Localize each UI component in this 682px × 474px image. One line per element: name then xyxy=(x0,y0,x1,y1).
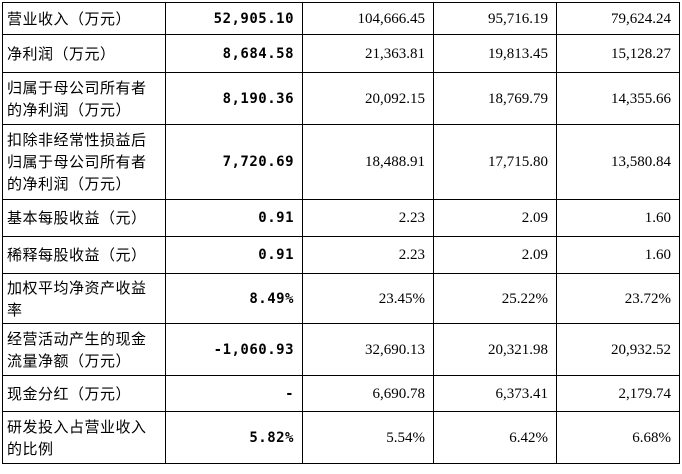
row-label: 净利润（万元） xyxy=(2,34,166,73)
row-label: 扣除非经常性损益后 归属于母公司所有者 的净利润（万元） xyxy=(2,124,166,200)
table-row: 加权平均净资产收益率 8.49% 23.45% 25.22% 23.72% xyxy=(2,273,680,324)
value-period-3: 25.22% xyxy=(433,273,557,324)
value-period-1: 5.82% xyxy=(165,411,303,464)
label-line: 扣除非经常性损益后 xyxy=(7,131,147,149)
label-line: 基本每股收益（元） xyxy=(7,209,147,227)
table-row: 经营活动产生的现金 流量净额（万元） -1,060.93 32,690.13 20… xyxy=(2,323,680,376)
value-period-1: - xyxy=(165,375,303,412)
value-period-1: 52,905.10 xyxy=(165,2,303,35)
value-period-4: 6.68% xyxy=(556,411,680,464)
value-period-3: 20,321.98 xyxy=(433,323,557,376)
label-line: 经营活动产生的现金 xyxy=(7,329,147,348)
row-label: 归属于母公司所有者 的净利润（万元） xyxy=(2,72,166,125)
value-period-4: 1.60 xyxy=(556,199,680,237)
row-label: 稀释每股收益（元） xyxy=(2,236,166,274)
value-period-1: 0.91 xyxy=(165,236,303,274)
value-period-2: 2.23 xyxy=(302,236,434,274)
row-label: 基本每股收益（元） xyxy=(2,199,166,237)
value-period-2: 104,666.45 xyxy=(302,2,434,35)
label-line: 现金分红（万元） xyxy=(7,384,132,403)
value-period-3: 2.09 xyxy=(433,236,557,274)
label-line: 归属于母公司所有者 xyxy=(7,153,147,171)
value-period-2: 5.54% xyxy=(302,411,434,464)
value-period-3: 19,813.45 xyxy=(433,34,557,73)
value-period-3: 6,373.41 xyxy=(433,375,557,412)
label-line: 净利润（万元） xyxy=(7,44,116,63)
label-line: 研发投入占营业收入 xyxy=(7,417,147,436)
row-label: 经营活动产生的现金 流量净额（万元） xyxy=(2,323,166,376)
label-line: 稀释每股收益（元） xyxy=(7,246,147,264)
value-period-4: 13,580.84 xyxy=(556,124,680,200)
table-row: 研发投入占营业收入 的比例 5.82% 5.54% 6.42% 6.68% xyxy=(2,411,680,464)
table-row: 归属于母公司所有者 的净利润（万元） 8,190.36 20,092.15 18,… xyxy=(2,72,680,125)
label-line: 的净利润（万元） xyxy=(7,175,132,193)
value-period-1: 7,720.69 xyxy=(165,124,303,200)
value-period-3: 6.42% xyxy=(433,411,557,464)
row-label: 加权平均净资产收益率 xyxy=(2,273,166,324)
value-period-1: 0.91 xyxy=(165,199,303,237)
table-row: 净利润（万元） 8,684.58 21,363.81 19,813.45 15,… xyxy=(2,34,680,73)
label-line: 归属于母公司所有者 xyxy=(7,78,147,97)
label-line: 营业收入（万元） xyxy=(7,9,132,28)
value-period-3: 95,716.19 xyxy=(433,2,557,35)
value-period-1: -1,060.93 xyxy=(165,323,303,376)
value-period-4: 1.60 xyxy=(556,236,680,274)
value-period-3: 17,715.80 xyxy=(433,124,557,200)
value-period-4: 79,624.24 xyxy=(556,2,680,35)
table-row: 基本每股收益（元） 0.91 2.23 2.09 1.60 xyxy=(2,199,680,237)
value-period-4: 15,128.27 xyxy=(556,34,680,73)
value-period-2: 23.45% xyxy=(302,273,434,324)
value-period-2: 6,690.78 xyxy=(302,375,434,412)
table-row: 扣除非经常性损益后 归属于母公司所有者 的净利润（万元） 7,720.69 18,4… xyxy=(2,124,680,200)
value-period-4: 23.72% xyxy=(556,273,680,324)
row-label: 研发投入占营业收入 的比例 xyxy=(2,411,166,464)
value-period-2: 32,690.13 xyxy=(302,323,434,376)
value-period-3: 2.09 xyxy=(433,199,557,237)
value-period-2: 2.23 xyxy=(302,199,434,237)
table-row: 现金分红（万元） - 6,690.78 6,373.41 2,179.74 xyxy=(2,375,680,412)
value-period-2: 18,488.91 xyxy=(302,124,434,200)
value-period-3: 18,769.79 xyxy=(433,72,557,125)
label-line: 率 xyxy=(7,300,23,319)
table-row: 稀释每股收益（元） 0.91 2.23 2.09 1.60 xyxy=(2,236,680,274)
value-period-2: 20,092.15 xyxy=(302,72,434,125)
value-period-4: 14,355.66 xyxy=(556,72,680,125)
label-line: 的比例 xyxy=(7,439,54,458)
value-period-1: 8,190.36 xyxy=(165,72,303,125)
row-label: 现金分红（万元） xyxy=(2,375,166,412)
value-period-2: 21,363.81 xyxy=(302,34,434,73)
value-period-4: 2,179.74 xyxy=(556,375,680,412)
label-line: 的净利润（万元） xyxy=(7,100,132,119)
label-line: 流量净额（万元） xyxy=(7,351,132,370)
label-line: 加权平均净资产收益 xyxy=(7,278,147,297)
row-label: 营业收入（万元） xyxy=(2,2,166,35)
financial-indicators-table: 营业收入（万元） 52,905.10 104,666.45 95,716.19 … xyxy=(2,2,680,464)
value-period-1: 8,684.58 xyxy=(165,34,303,73)
value-period-1: 8.49% xyxy=(165,273,303,324)
value-period-4: 20,932.52 xyxy=(556,323,680,376)
table-row: 营业收入（万元） 52,905.10 104,666.45 95,716.19 … xyxy=(2,2,680,35)
